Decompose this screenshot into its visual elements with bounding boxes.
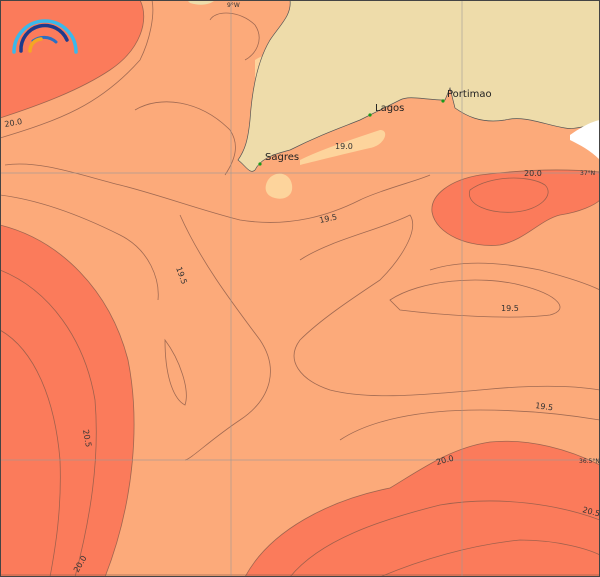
contour-label: 19.0 [335,142,353,151]
no-data-region [570,120,600,160]
city-marker-lagos[interactable] [368,113,372,117]
contour-label: 20.5 [81,429,93,448]
contour-label: 19.5 [501,304,519,313]
land-top-left [187,0,215,5]
contour-label: 20.0 [4,117,23,129]
lat-label-37: 37°N [580,170,595,177]
city-label-portimao: Portimao [447,89,492,100]
warm-region-w [0,225,135,577]
contour-label: 20.0 [435,454,455,467]
city-label-lagos: Lagos [375,103,404,114]
lon-label: 9°W [227,2,240,9]
warm-region-se [245,441,600,577]
city-label-sagres: Sagres [265,152,299,163]
city-marker-sagres[interactable] [258,162,262,166]
land-portugal [187,0,600,172]
contour-label: 19.5 [319,212,338,225]
contour-label: 19.5 [535,401,554,412]
city-marker-portimao[interactable] [441,99,445,103]
warm-region-e [431,169,600,246]
cool-region-lagos [300,130,386,165]
cool-island [265,173,293,199]
lat-label-36-5: 36.5°N [579,458,600,465]
warm-region-nw [0,0,144,118]
rainbow-logo-icon [12,19,78,54]
contour-label: 20.0 [524,169,542,178]
